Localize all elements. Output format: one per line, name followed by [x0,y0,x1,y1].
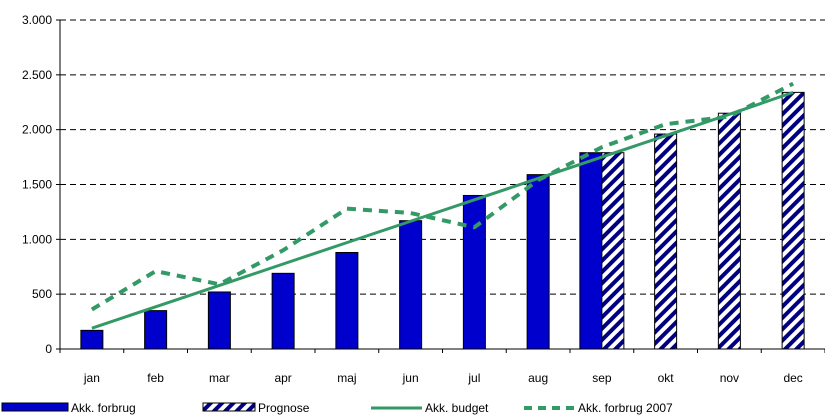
bar-prognose [717,112,741,350]
bar-akk-forbrug [144,310,168,350]
bar-akk-forbrug [271,272,295,350]
bar-akk-forbrug [526,174,550,350]
line-akk-budget [91,90,794,330]
y-tick-label: 2.500 [22,68,52,82]
bar-prognose [781,91,805,350]
bar-akk-forbrug [335,251,359,350]
x-tick-label: mar [209,371,230,385]
x-tick-label: apr [274,371,291,385]
y-tick-label: 1.000 [22,232,52,246]
legend-swatch-prognose [202,402,256,412]
x-tick-label: jul [467,371,480,385]
y-tick-label: 1.500 [22,178,52,192]
lines [90,81,795,330]
line-akk-forbrug-2007 [90,81,795,312]
y-tick-label: 0 [45,342,52,356]
y-tick-label: 500 [32,287,52,301]
legend-label-akk-forbrug-2007: Akk. forbrug 2007 [578,401,673,415]
bar-prognose [654,133,678,350]
bar-prognose [601,152,625,350]
bar-akk-forbrug [207,291,231,350]
bar-akk-forbrug [80,329,104,350]
grid [60,19,825,295]
x-tick-label: nov [720,371,739,385]
y-tick-label: 3.000 [22,13,52,27]
legend: Akk. forbrug Prognose Akk. budget Akk. forb… [1,401,673,415]
legend-label-akk-forbrug: Akk. forbrug [71,401,136,415]
x-tick-label: maj [337,371,356,385]
axes: 0 500 1.000 1.500 2.000 2.500 3.000 jan feb mar ap… [22,13,825,385]
bar-akk-forbrug [462,194,486,350]
x-tick-label: sep [592,371,612,385]
legend-swatch-akk-forbrug [1,402,69,412]
legend-label-prognose: Prognose [258,401,310,415]
x-tick-label: jan [83,371,100,385]
bar-akk-forbrug [399,220,423,350]
x-tick-label: feb [147,371,164,385]
x-tick-label: aug [528,371,548,385]
bar-akk-forbrug [579,152,603,350]
x-tick-label: okt [658,371,675,385]
x-tick-label: dec [783,371,802,385]
x-tick-label: jun [402,371,419,385]
legend-label-akk-budget: Akk. budget [425,401,489,415]
y-tick-label: 2.000 [22,123,52,137]
